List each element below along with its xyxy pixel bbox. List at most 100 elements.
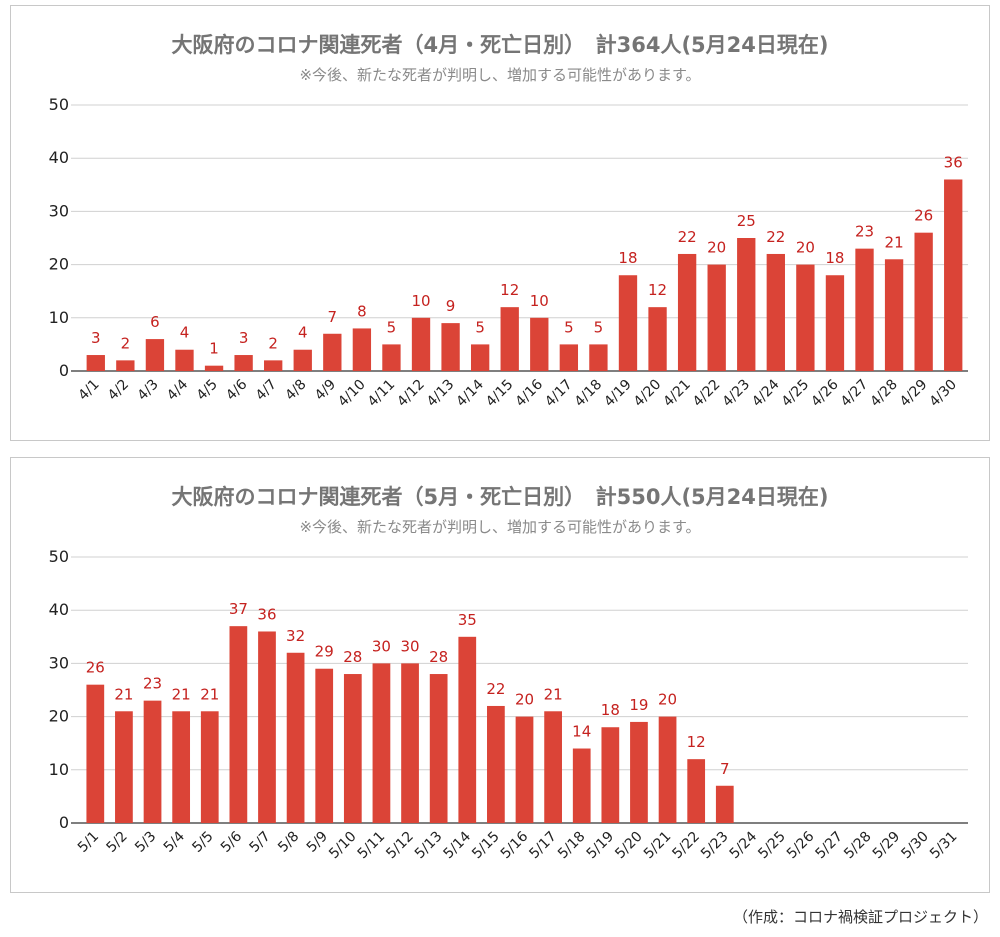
bar bbox=[559, 344, 579, 371]
data-label: 2 bbox=[121, 334, 131, 352]
y-tick-label: 50 bbox=[49, 547, 69, 566]
data-label: 5 bbox=[387, 318, 397, 336]
bar bbox=[589, 344, 608, 371]
x-tick-label: 4/16 bbox=[513, 376, 547, 410]
data-label: 21 bbox=[172, 685, 191, 703]
x-tick-label: 5/14 bbox=[441, 828, 475, 862]
bar bbox=[352, 328, 372, 371]
x-tick-label: 5/11 bbox=[355, 829, 389, 863]
x-tick-label: 4/1 bbox=[75, 377, 102, 404]
data-label: 23 bbox=[855, 223, 874, 241]
data-label: 4 bbox=[298, 324, 308, 342]
data-label: 30 bbox=[401, 637, 420, 655]
bar bbox=[286, 652, 305, 823]
x-tick-label: 4/6 bbox=[223, 376, 250, 403]
bar bbox=[343, 674, 362, 823]
x-tick-label: 4/10 bbox=[335, 377, 369, 411]
y-tick-label: 40 bbox=[49, 148, 69, 167]
data-label: 4 bbox=[180, 324, 190, 342]
bar bbox=[372, 663, 391, 823]
data-label: 36 bbox=[944, 153, 963, 171]
x-tick-label: 5/4 bbox=[161, 828, 188, 855]
bar bbox=[234, 355, 253, 371]
data-label: 9 bbox=[446, 297, 456, 315]
chart-subtitle: ※今後、新たな死者が判明し、増加する可能性があります。 bbox=[299, 518, 700, 536]
y-tick-label: 30 bbox=[49, 653, 69, 672]
x-tick-label: 5/28 bbox=[841, 829, 875, 863]
chart-april: 大阪府のコロナ関連死者（4月・死亡日別） 計364人(5月24日現在) ※今後、新… bbox=[49, 33, 968, 411]
bar bbox=[648, 307, 667, 371]
bar bbox=[264, 360, 283, 371]
bar bbox=[470, 344, 490, 371]
x-tick-label: 5/8 bbox=[275, 829, 302, 856]
x-tick-label: 4/24 bbox=[749, 376, 783, 410]
x-tick-label: 5/15 bbox=[469, 829, 503, 863]
x-tick-label: 5/10 bbox=[326, 829, 360, 863]
bar bbox=[658, 716, 677, 823]
x-tick-label: 5/5 bbox=[189, 829, 216, 856]
y-tick-label: 40 bbox=[49, 600, 69, 619]
data-label: 12 bbox=[648, 281, 667, 299]
chart-may: 大阪府のコロナ関連死者（5月・死亡日別） 計550人(5月24日現在) ※今後、新… bbox=[49, 485, 968, 863]
x-tick-label: 4/11 bbox=[365, 377, 399, 411]
bar bbox=[172, 711, 191, 823]
data-label: 10 bbox=[530, 292, 549, 310]
data-label: 30 bbox=[372, 637, 391, 655]
x-tick-label: 4/5 bbox=[194, 377, 221, 404]
data-label: 28 bbox=[343, 648, 362, 666]
x-tick-label: 4/12 bbox=[394, 377, 428, 411]
chart-title: 大阪府のコロナ関連死者（4月・死亡日別） 計364人(5月24日現在) bbox=[172, 33, 829, 57]
x-tick-label: 4/2 bbox=[105, 377, 132, 404]
bar bbox=[572, 748, 591, 823]
data-label: 26 bbox=[914, 207, 933, 225]
y-tick-label: 20 bbox=[49, 707, 69, 726]
bar bbox=[116, 360, 135, 371]
data-label: 20 bbox=[658, 691, 677, 709]
x-tick-label: 4/25 bbox=[779, 377, 813, 411]
x-tick-label: 5/24 bbox=[727, 828, 761, 862]
x-tick-label: 4/15 bbox=[483, 377, 517, 411]
chart-subtitle: ※今後、新たな死者が判明し、増加する可能性があります。 bbox=[299, 66, 700, 84]
x-tick-label: 4/22 bbox=[690, 377, 724, 411]
x-tick-label: 4/3 bbox=[134, 377, 161, 404]
data-label: 5 bbox=[475, 318, 485, 336]
data-label: 7 bbox=[720, 760, 730, 778]
x-tick-label: 5/13 bbox=[412, 829, 446, 863]
x-tick-label: 4/27 bbox=[838, 377, 872, 411]
x-tick-label: 4/13 bbox=[424, 377, 458, 411]
y-tick-label: 50 bbox=[49, 95, 69, 114]
bar bbox=[687, 759, 706, 823]
chart-panel-april: 大阪府のコロナ関連死者（4月・死亡日別） 計364人(5月24日現在) ※今後、新… bbox=[10, 5, 990, 441]
bar bbox=[737, 238, 756, 371]
bar bbox=[429, 674, 448, 823]
data-label: 18 bbox=[601, 701, 620, 719]
bar bbox=[293, 349, 312, 371]
x-tick-label: 4/26 bbox=[808, 376, 842, 410]
data-label: 32 bbox=[286, 627, 305, 645]
bar bbox=[500, 307, 519, 371]
bar bbox=[630, 721, 648, 823]
bar bbox=[530, 317, 549, 371]
data-label: 20 bbox=[515, 691, 534, 709]
data-label: 21 bbox=[114, 685, 133, 703]
data-label: 12 bbox=[500, 281, 519, 299]
bar bbox=[855, 248, 874, 371]
data-label: 21 bbox=[885, 233, 904, 251]
bar bbox=[825, 275, 845, 371]
x-tick-label: 4/14 bbox=[453, 376, 487, 410]
y-tick-label: 20 bbox=[49, 255, 69, 274]
x-tick-label: 4/21 bbox=[660, 377, 694, 411]
data-label: 19 bbox=[629, 696, 648, 714]
x-tick-label: 5/6 bbox=[218, 828, 245, 855]
x-tick-label: 5/21 bbox=[641, 829, 675, 863]
data-label: 36 bbox=[257, 605, 276, 623]
data-label: 6 bbox=[150, 313, 160, 331]
x-tick-label: 5/29 bbox=[870, 829, 904, 863]
data-label: 21 bbox=[544, 685, 563, 703]
bar bbox=[618, 275, 638, 371]
y-tick-label: 10 bbox=[49, 308, 69, 327]
data-label: 22 bbox=[678, 228, 697, 246]
x-tick-label: 5/1 bbox=[75, 829, 102, 856]
x-tick-label: 5/23 bbox=[698, 829, 732, 863]
data-label: 3 bbox=[239, 329, 249, 347]
